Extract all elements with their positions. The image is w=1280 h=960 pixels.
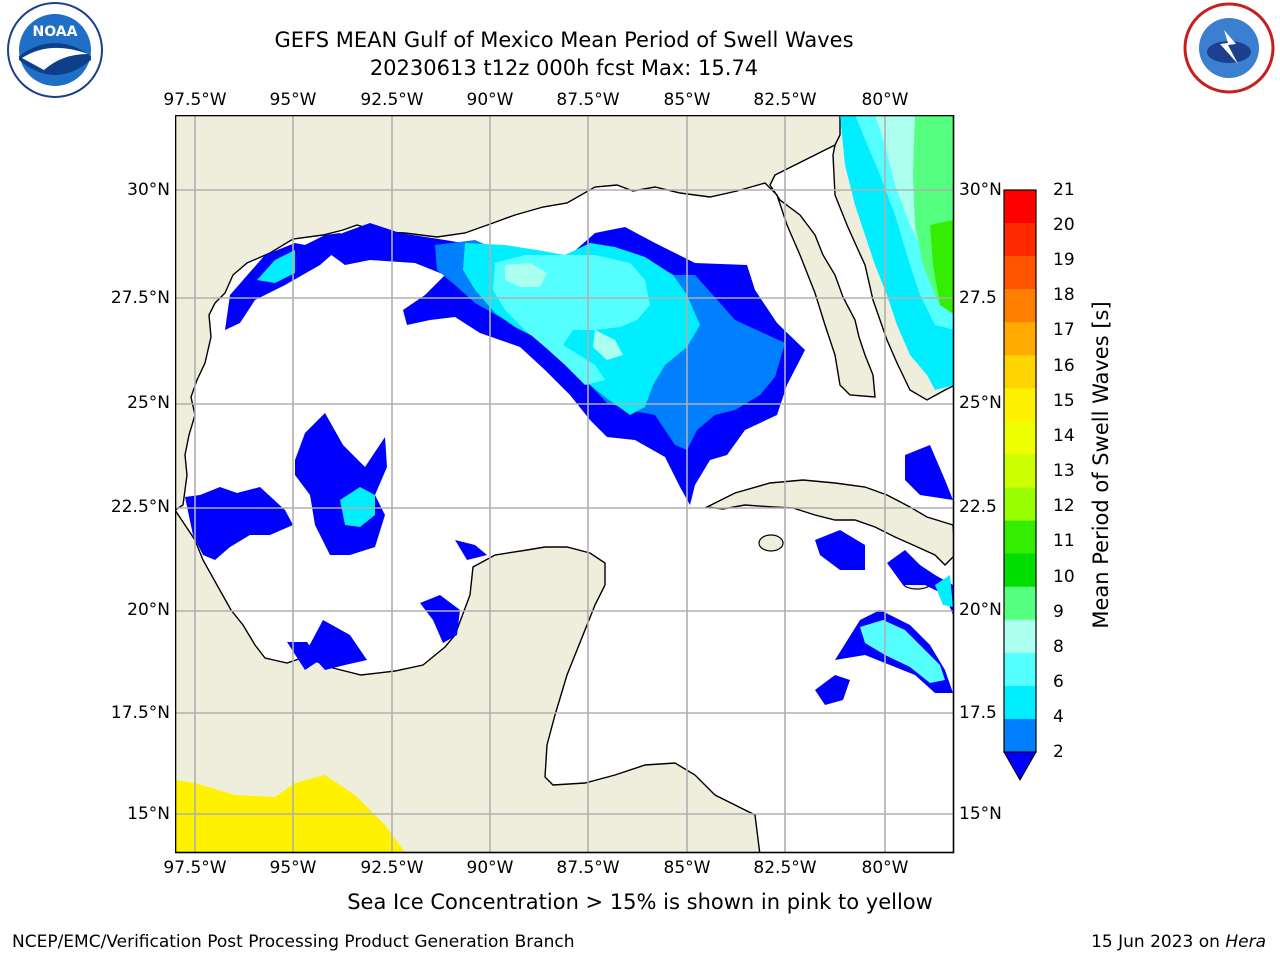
svg-text:NOAA: NOAA — [33, 24, 78, 40]
lat-label-right: 17.5 — [959, 703, 997, 723]
map-subtitle: 20230613 t12z 000h fcst Max: 15.74 — [369, 56, 759, 80]
colorbar-cell — [1004, 355, 1036, 389]
colorbar-tick: 16 — [1053, 356, 1075, 376]
sea-ice-note: Sea Ice Concentration > 15% is shown in … — [347, 890, 933, 914]
colorbar-tick: 2 — [1053, 742, 1064, 762]
colorbar-tick: 18 — [1053, 285, 1075, 305]
map-frame — [175, 115, 955, 854]
colorbar-cell — [1004, 421, 1036, 455]
colorbar-tick: 20 — [1053, 215, 1075, 235]
colorbar-tick: 17 — [1053, 320, 1075, 340]
colorbar — [1003, 189, 1037, 782]
colorbar-cell — [1004, 289, 1036, 323]
colorbar-cell — [1004, 619, 1036, 654]
lat-label-right: 22.5 — [959, 497, 997, 517]
colorbar-cell — [1004, 718, 1036, 753]
colorbar-tick: 15 — [1053, 391, 1075, 411]
credit-text: NCEP/EMC/Verification Post Processing Pr… — [12, 932, 575, 952]
colorbar-cell — [1004, 223, 1036, 257]
colorbar-label: Mean Period of Swell Waves [s] — [1089, 301, 1113, 628]
colorbar-cell — [1004, 520, 1036, 555]
colorbar-cell — [1004, 256, 1036, 290]
colorbar-cell — [1004, 190, 1036, 224]
colorbar-cell — [1004, 553, 1036, 588]
lon-label-bottom: 95°W — [269, 858, 317, 878]
lon-label-bottom: 92.5°W — [360, 858, 424, 878]
lat-label-left: 17.5°N — [110, 703, 170, 723]
lon-label-bottom: 87.5°W — [556, 858, 620, 878]
lat-label-right: 25°N — [959, 393, 1002, 413]
lon-label-bottom: 80°W — [861, 858, 909, 878]
date-stamp: 15 Jun 2023 on Hera — [1091, 932, 1266, 952]
colorbar-tick: 6 — [1053, 672, 1064, 692]
lat-label-left: 30°N — [127, 180, 170, 200]
lat-label-left: 20°N — [127, 600, 170, 620]
lon-label-top: 97.5°W — [163, 90, 227, 110]
colorbar-under-extension — [1003, 751, 1037, 782]
colorbar-tick: 9 — [1053, 602, 1064, 622]
colorbar-tick: 14 — [1053, 426, 1075, 446]
date-text: 15 Jun 2023 on — [1091, 932, 1226, 952]
swell-period-field — [175, 115, 954, 853]
map-plot — [175, 115, 955, 854]
lat-label-left: 22.5°N — [110, 497, 170, 517]
lon-label-top: 87.5°W — [556, 90, 620, 110]
land-usa-north — [175, 115, 876, 511]
lat-label-left: 15°N — [127, 804, 170, 824]
colorbar-cell — [1004, 322, 1036, 356]
colorbar-tick: 10 — [1053, 567, 1075, 587]
lon-label-bottom: 85°W — [663, 858, 711, 878]
nws-logo — [1183, 2, 1275, 94]
lat-label-right: 15°N — [959, 804, 1002, 824]
noaa-logo: NOAA — [7, 2, 103, 98]
lat-label-left: 25°N — [127, 393, 170, 413]
machine-name: Hera — [1225, 932, 1266, 952]
svg-text:Mean Period of Swell Waves [s]: Mean Period of Swell Waves [s] — [1089, 301, 1113, 628]
colorbar-cell — [1004, 454, 1036, 489]
colorbar-cell — [1004, 586, 1036, 621]
colorbar-tick: 12 — [1053, 496, 1075, 516]
lon-label-bottom: 90°W — [466, 858, 514, 878]
colorbar-cell — [1004, 652, 1036, 687]
colorbar-tick: 11 — [1053, 531, 1075, 551]
lat-label-right: 27.5 — [959, 288, 997, 308]
colorbar-tick: 21 — [1053, 180, 1075, 200]
lon-label-top: 82.5°W — [753, 90, 817, 110]
colorbar-cell — [1004, 685, 1036, 720]
colorbar-cell — [1004, 388, 1036, 422]
colorbar-tick: 8 — [1053, 637, 1064, 657]
map-grid — [175, 115, 954, 853]
land-mexico — [175, 508, 761, 853]
lon-label-top: 95°W — [269, 90, 317, 110]
lat-label-left: 27.5°N — [110, 288, 170, 308]
lon-label-top: 80°W — [861, 90, 909, 110]
map-title: GEFS MEAN Gulf of Mexico Mean Period of … — [274, 28, 854, 52]
colorbar-tick: 4 — [1053, 707, 1064, 727]
lon-label-bottom: 97.5°W — [163, 858, 227, 878]
lon-label-top: 92.5°W — [360, 90, 424, 110]
lon-label-top: 85°W — [663, 90, 711, 110]
lon-label-top: 90°W — [466, 90, 514, 110]
colorbar-tick: 13 — [1053, 461, 1075, 481]
colorbar-tick: 19 — [1053, 250, 1075, 270]
lat-label-right: 30°N — [959, 180, 1002, 200]
lat-label-right: 20°N — [959, 600, 1002, 620]
colorbar-cell — [1004, 487, 1036, 522]
lon-label-bottom: 82.5°W — [753, 858, 817, 878]
